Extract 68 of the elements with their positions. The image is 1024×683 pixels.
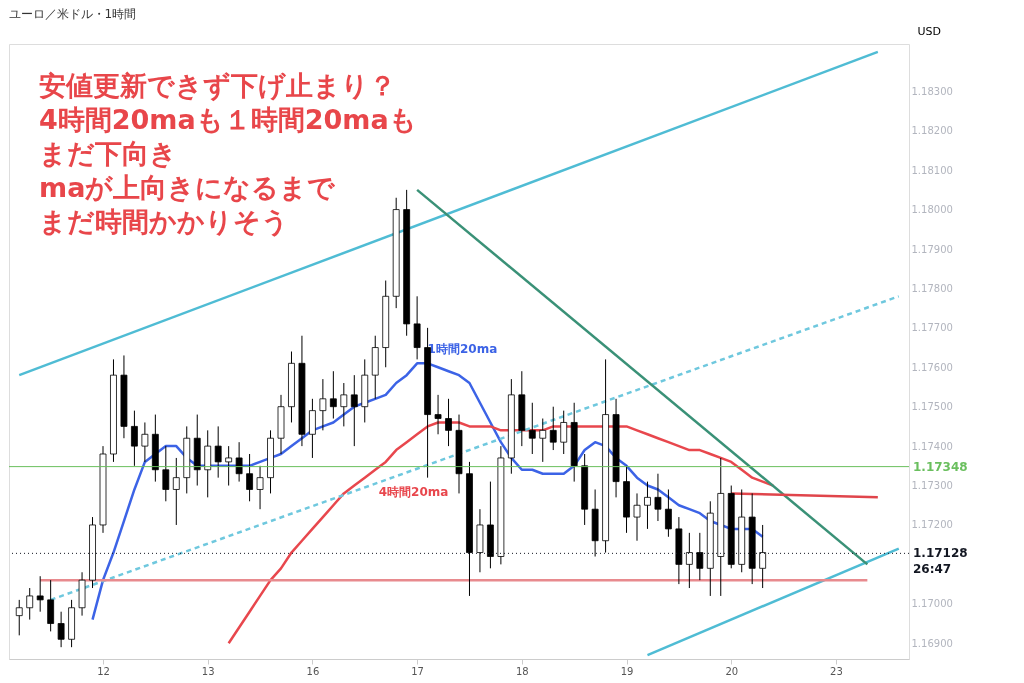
candlestick — [665, 488, 672, 538]
annotation: 安値更新できず下げ止まり？ — [39, 70, 396, 102]
x-tick-label: 13 — [201, 665, 215, 677]
y-tick-label: 1.17400 — [911, 440, 953, 452]
candlestick — [445, 398, 452, 447]
candlestick — [759, 524, 767, 589]
candlestick — [633, 492, 641, 542]
candlestick — [350, 374, 358, 447]
x-tick-label: 12 — [97, 665, 110, 677]
candlestick — [214, 425, 222, 479]
candlestick — [654, 473, 662, 522]
candlestick — [172, 457, 180, 526]
x-tick-label: 18 — [515, 665, 529, 677]
candlestick — [329, 370, 337, 420]
y-tick-label: 1.17300 — [911, 480, 953, 492]
candlestick — [141, 421, 149, 463]
series-label: 1時間20ma — [427, 342, 498, 357]
candlestick — [539, 418, 547, 463]
candlestick — [47, 579, 55, 632]
y-tick-label: 1.17000 — [911, 598, 953, 610]
candlestick — [434, 394, 442, 435]
candlestick — [15, 599, 23, 636]
candlestick — [413, 295, 421, 360]
y-tick-label: 1.18200 — [911, 125, 953, 137]
candlestick — [319, 378, 327, 431]
candlestick — [26, 587, 34, 621]
y-axis-title: USD — [917, 24, 942, 38]
candlestick — [225, 445, 233, 487]
ref-line-label: 1.17128 — [913, 546, 968, 561]
candlestick — [162, 445, 170, 502]
candlestick — [204, 429, 212, 498]
candlestick — [36, 575, 44, 613]
x-tick-label: 17 — [411, 665, 424, 677]
x-tick-label: 23 — [830, 665, 843, 677]
candlestick — [696, 532, 704, 581]
y-tick-label: 1.17600 — [911, 361, 953, 373]
candlestick — [57, 611, 65, 648]
candlestick — [549, 406, 557, 451]
candlestick — [560, 410, 568, 455]
ref-line-label: 1.17348 — [913, 459, 968, 474]
x-tick-label: 20 — [725, 665, 739, 677]
y-tick-label: 1.18100 — [911, 164, 953, 176]
series-label: 4時間20ma — [378, 484, 449, 499]
y-tick-label: 1.17800 — [911, 282, 953, 294]
annotation: 4時間20maも１時間20maも — [39, 104, 417, 135]
y-tick-label: 1.18000 — [911, 204, 953, 216]
candlestick — [246, 453, 253, 502]
candlestick — [256, 465, 264, 510]
candlestick — [528, 402, 536, 455]
annotation: maが上向きになるまで — [39, 172, 337, 203]
candlestick — [235, 441, 243, 483]
annotation: まだ下向き — [39, 138, 177, 169]
chart-title: ユーロ／米ドル・1時間 — [8, 7, 137, 21]
x-tick-label: 16 — [306, 665, 320, 677]
y-tick-label: 1.16900 — [911, 637, 953, 649]
y-tick-label: 1.18300 — [911, 85, 953, 97]
candlestick — [131, 410, 138, 467]
y-tick-label: 1.17500 — [911, 401, 953, 413]
annotation: まだ時間かかりそう — [39, 206, 289, 237]
y-tick-label: 1.17900 — [911, 243, 953, 255]
y-tick-label: 1.17700 — [911, 322, 953, 334]
candlestick — [685, 532, 693, 589]
candlestick — [644, 481, 651, 530]
text: 26:47 — [913, 562, 952, 577]
x-tick-label: 19 — [620, 665, 634, 677]
candlestick — [309, 398, 316, 459]
y-tick-label: 1.17200 — [911, 519, 953, 531]
candlestick — [340, 382, 348, 427]
